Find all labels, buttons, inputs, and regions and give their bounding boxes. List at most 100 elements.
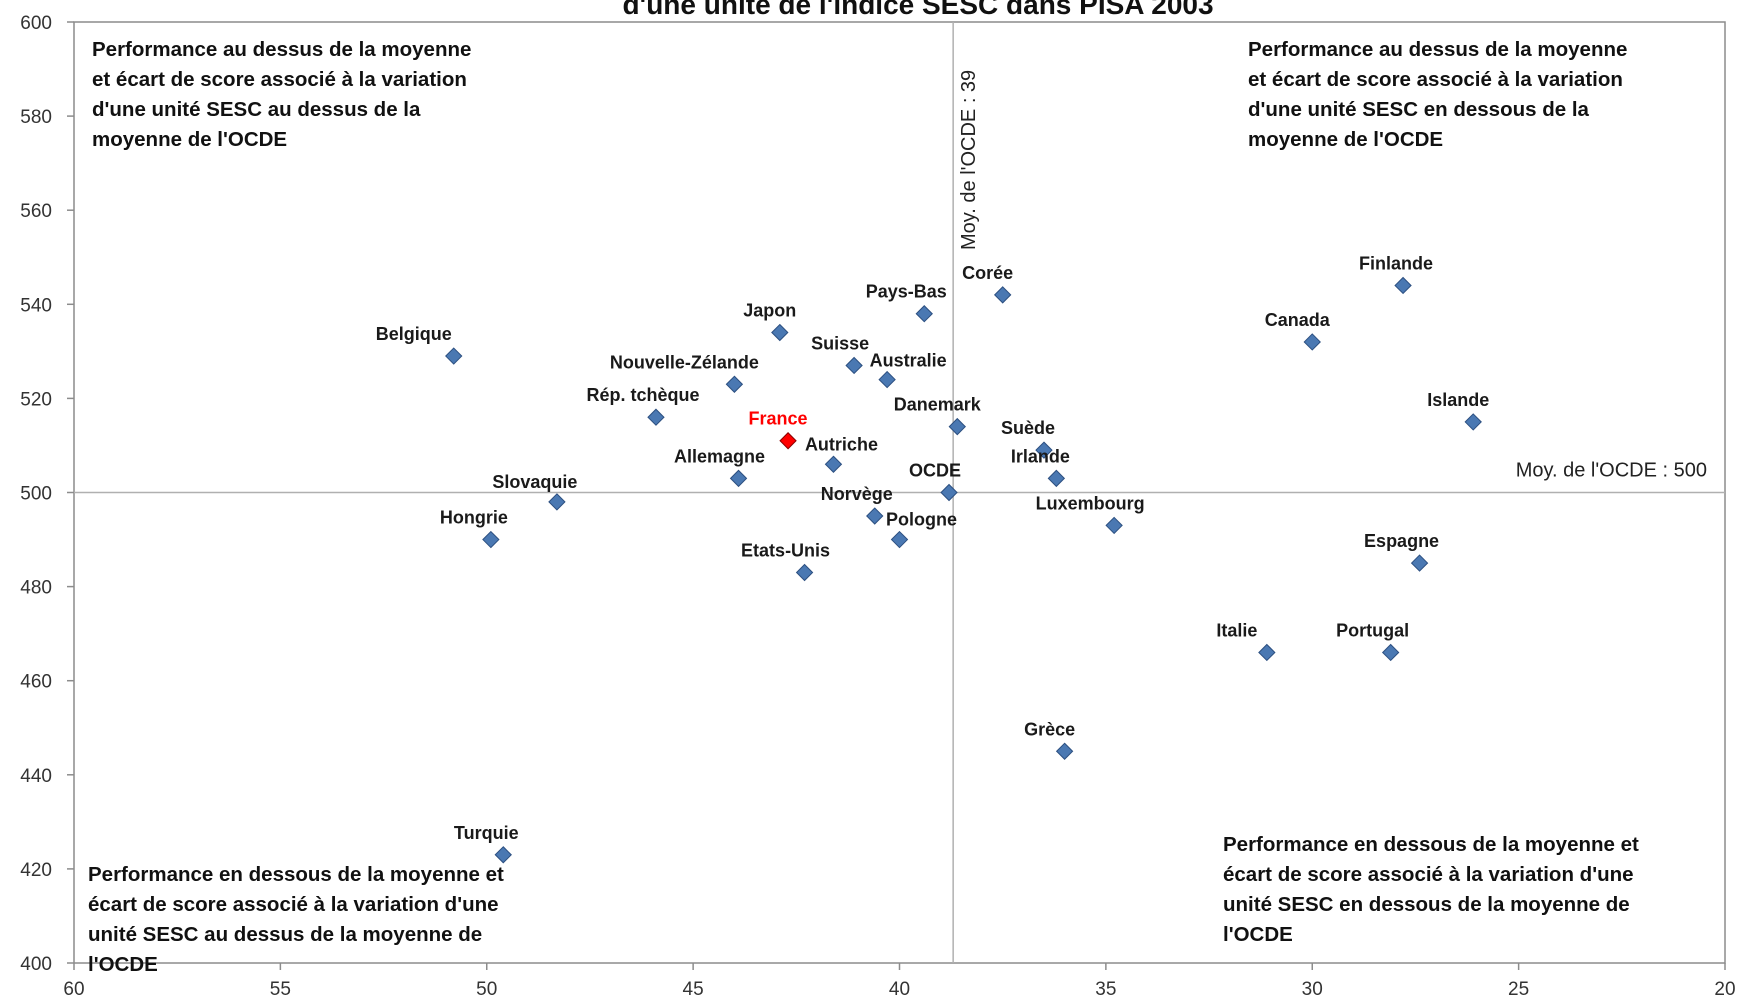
quadrant-line: d'une unité SESC au dessus de la xyxy=(92,98,421,121)
data-point-marker xyxy=(771,323,789,342)
data-point-marker xyxy=(1047,469,1066,488)
data-point-label: Grèce xyxy=(1024,719,1075,739)
data-point-label: Canada xyxy=(1265,310,1331,330)
data-point-label: Italie xyxy=(1216,620,1257,640)
data-point-marker xyxy=(445,347,463,365)
data-point-marker xyxy=(1105,516,1123,535)
data-point-label: Norvège xyxy=(821,484,893,504)
quadrant-line: d'une unité SESC en dessous de la xyxy=(1248,98,1589,121)
data-point-marker xyxy=(890,530,909,549)
data-point-label: Luxembourg xyxy=(1036,493,1145,513)
x-tick-label: 25 xyxy=(1508,979,1529,1000)
x-tick-label: 40 xyxy=(889,979,910,1000)
data-point-marker xyxy=(548,493,566,511)
data-point-marker xyxy=(795,563,814,582)
data-point-marker xyxy=(878,370,896,389)
data-point-marker xyxy=(866,507,884,525)
data-point-label: Etats-Unis xyxy=(741,540,830,560)
data-point-label: Espagne xyxy=(1364,531,1439,551)
data-point-marker xyxy=(494,846,512,864)
x-tick-label: 50 xyxy=(476,979,497,1000)
quadrant-line: écart de score associé à la variation d'… xyxy=(88,893,499,916)
data-point-label: Islande xyxy=(1427,390,1489,410)
x-tick-label: 60 xyxy=(63,979,84,1000)
x-tick-label: 45 xyxy=(683,979,704,1000)
reference-label-vertical: Moy. de l'OCDE : 39 xyxy=(958,70,980,250)
x-tick-label: 55 xyxy=(270,979,291,1000)
y-tick-label: 600 xyxy=(20,13,52,34)
data-point-marker xyxy=(948,417,966,436)
data-point-label: OCDE xyxy=(909,461,961,481)
y-tick-label: 400 xyxy=(20,954,52,975)
chart-title: d'une unité de l'indice SESC dans PISA 2… xyxy=(622,0,1213,20)
data-point-marker xyxy=(993,286,1012,304)
data-point-marker xyxy=(1410,554,1429,572)
quadrant-bottom-right-note: Performance en dessous de la moyenne et … xyxy=(1223,830,1639,950)
quadrant-line: moyenne de l'OCDE xyxy=(1248,128,1444,151)
y-tick-label: 480 xyxy=(20,578,52,599)
data-point-label: Australie xyxy=(870,351,947,371)
y-tick-label: 540 xyxy=(20,295,52,316)
data-point-label: Turquie xyxy=(454,823,519,843)
quadrant-line: Performance en dessous de la moyenne et xyxy=(1223,833,1639,856)
y-tick-label: 560 xyxy=(20,201,52,222)
data-point-label: Slovaquie xyxy=(492,472,577,492)
quadrant-top-right-note: Performance au dessus de la moyenne et é… xyxy=(1248,35,1627,155)
data-point-marker xyxy=(845,356,863,375)
data-point-label: Danemark xyxy=(894,395,982,415)
data-point-marker xyxy=(1381,643,1400,662)
data-point-label: Belgique xyxy=(376,324,452,344)
data-point-marker xyxy=(779,432,797,450)
y-tick-label: 440 xyxy=(20,766,52,787)
data-point-label: Allemagne xyxy=(674,446,765,466)
quadrant-line: moyenne de l'OCDE xyxy=(92,128,288,151)
data-point-marker xyxy=(1394,276,1412,295)
data-point-marker xyxy=(1303,333,1321,351)
data-point-label: Autriche xyxy=(805,434,878,454)
y-tick-label: 460 xyxy=(20,672,52,693)
data-point-label: Nouvelle-Zélande xyxy=(610,352,759,372)
quadrant-line: Performance en dessous de la moyenne et xyxy=(88,863,504,886)
data-point-marker xyxy=(1035,441,1053,459)
y-tick-label: 580 xyxy=(20,107,52,128)
data-point-label: Suisse xyxy=(811,333,869,353)
data-point-marker xyxy=(729,469,748,488)
data-point-label: Portugal xyxy=(1336,620,1409,640)
data-point-label: Corée xyxy=(962,263,1013,283)
x-tick-label: 20 xyxy=(1714,979,1735,1000)
data-point-marker xyxy=(1055,742,1074,760)
quadrant-line: et écart de score associé à la variation xyxy=(92,68,467,91)
data-point-label: Suède xyxy=(1001,418,1055,438)
data-point-label: Japon xyxy=(743,301,796,321)
quadrant-line: écart de score associé à la variation d'… xyxy=(1223,863,1634,886)
quadrant-line: l'OCDE xyxy=(1223,923,1293,946)
quadrant-top-left-note: Performance au dessus de la moyenne et é… xyxy=(92,35,471,155)
y-tick-label: 520 xyxy=(20,389,52,410)
y-tick-label: 500 xyxy=(20,484,52,505)
quadrant-line: et écart de score associé à la variation xyxy=(1248,68,1623,91)
data-point-label: France xyxy=(749,409,808,429)
x-tick-label: 30 xyxy=(1302,979,1323,1000)
data-point-marker xyxy=(482,530,500,549)
data-point-marker xyxy=(1464,413,1482,431)
data-point-marker xyxy=(824,455,843,473)
data-point-marker xyxy=(725,375,744,393)
y-tick-label: 420 xyxy=(20,860,52,881)
quadrant-bottom-left-note: Performance en dessous de la moyenne et … xyxy=(88,860,504,980)
data-point-marker xyxy=(915,305,933,323)
data-point-label: Pologne xyxy=(886,510,957,530)
quadrant-line: Performance au dessus de la moyenne xyxy=(1248,38,1628,61)
quadrant-line: l'OCDE xyxy=(88,953,158,976)
quadrant-line: unité SESC en dessous de la moyenne de xyxy=(1223,893,1630,916)
data-point-label: Hongrie xyxy=(440,508,508,528)
data-point-label: Rép. tchèque xyxy=(586,385,699,405)
data-point-marker xyxy=(647,408,665,426)
reference-label-horizontal: Moy. de l'OCDE : 500 xyxy=(1516,460,1707,482)
data-point-label: Irlande xyxy=(1011,446,1070,466)
quadrant-line: unité SESC au dessus de la moyenne de xyxy=(88,923,483,946)
data-point-marker xyxy=(1258,643,1276,662)
quadrant-line: Performance au dessus de la moyenne xyxy=(92,38,472,61)
data-point-label: Finlande xyxy=(1359,253,1433,273)
x-tick-label: 35 xyxy=(1095,979,1116,1000)
